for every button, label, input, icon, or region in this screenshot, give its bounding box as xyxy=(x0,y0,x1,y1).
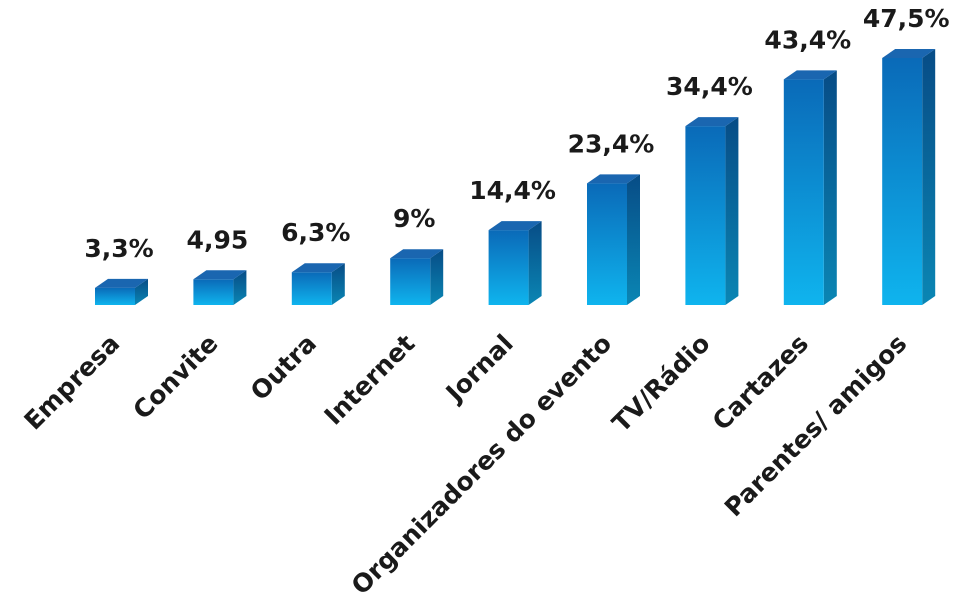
data-label: 14,4% xyxy=(469,176,556,205)
bar-top xyxy=(95,278,148,288)
bar-top xyxy=(193,270,247,280)
data-label: 6,3% xyxy=(281,218,350,247)
bar-top xyxy=(488,221,542,231)
data-label: 47,5% xyxy=(863,4,950,33)
data-label: 4,95 xyxy=(187,225,249,254)
bar-top xyxy=(587,174,640,184)
bar-top xyxy=(685,117,739,127)
bar-front xyxy=(685,126,726,306)
data-label: 43,4% xyxy=(764,25,851,54)
category-label: Parentes/ amigos xyxy=(719,329,913,523)
bar-front xyxy=(193,279,234,305)
bar xyxy=(882,49,936,305)
category-label: Jornal xyxy=(439,329,519,409)
bar-side xyxy=(135,278,148,305)
bar xyxy=(488,221,542,305)
bar-top xyxy=(291,263,345,273)
bar-side xyxy=(233,270,247,305)
bar-front xyxy=(783,79,824,305)
bar-side xyxy=(922,49,936,305)
category-label: Internet xyxy=(319,329,421,431)
bar-top xyxy=(390,249,444,259)
bar xyxy=(783,70,837,305)
category-label: TV/Rádio xyxy=(607,329,716,438)
bar-side xyxy=(725,117,739,306)
bar-front xyxy=(587,183,627,305)
bar-front xyxy=(882,58,923,305)
category-label: Empresa xyxy=(18,329,125,436)
data-label: 23,4% xyxy=(568,129,655,158)
category-label: Cartazes xyxy=(707,329,814,436)
data-label: 34,4% xyxy=(666,72,753,101)
bar-front xyxy=(390,258,431,305)
bar xyxy=(291,263,345,305)
bar xyxy=(390,249,444,305)
bar xyxy=(193,270,247,305)
category-label: Outra xyxy=(245,329,322,406)
category-label: Convite xyxy=(127,329,223,425)
bar-side xyxy=(528,221,542,305)
bar xyxy=(95,278,148,305)
bar xyxy=(587,174,640,305)
bar-top xyxy=(783,70,837,80)
data-labels-group: 3,3% 4,95 6,3% 9% 14,4% 23,4% 34,4% 43,4% 47,5% xyxy=(84,4,949,263)
bar-side xyxy=(331,263,345,305)
data-label: 3,3% xyxy=(84,234,153,263)
bars-group xyxy=(95,49,936,306)
bar-front xyxy=(291,272,332,305)
bar-front xyxy=(95,287,135,305)
data-label: 9% xyxy=(393,204,435,233)
bar-front xyxy=(488,230,529,305)
bar xyxy=(685,117,739,306)
bar-side xyxy=(627,174,640,305)
bar-side xyxy=(823,70,837,305)
bar-top xyxy=(882,49,936,58)
bar-side xyxy=(430,249,444,305)
